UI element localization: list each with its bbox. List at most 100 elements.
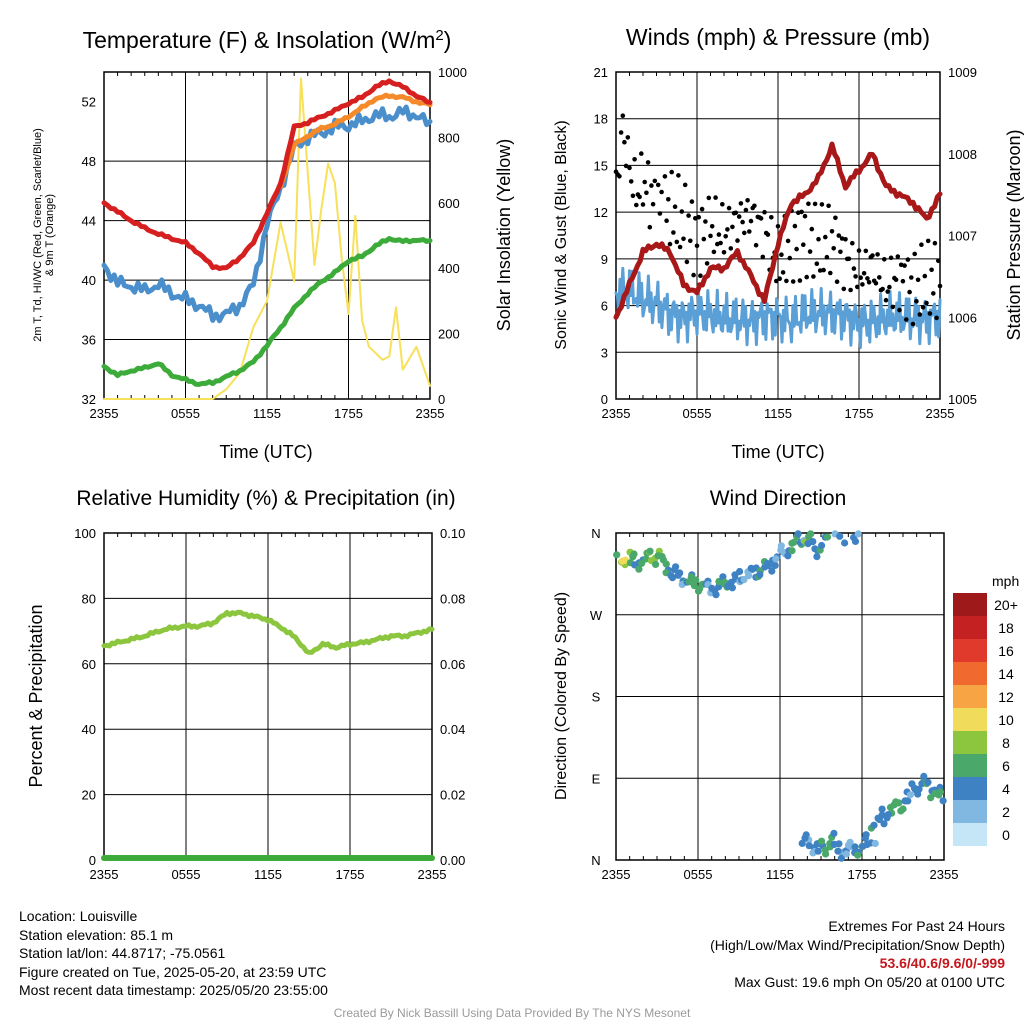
gust-point [883,297,889,303]
direction-point [880,820,888,828]
legend-label: 16 [998,643,1014,659]
gust-point [748,218,754,224]
x-tick-label: 2355 [418,867,447,882]
humidity-left-axis-label: Percent & Precipitation [26,604,46,787]
direction-point [842,850,851,858]
direction-point [823,533,832,541]
wind-direction-left-axis-label: Direction (Colored By Speed) [553,592,570,800]
gust-point [870,253,875,258]
legend-label: 14 [998,666,1014,682]
y-right-tick-label: 1009 [948,65,977,80]
extremes-fields: (High/Low/Max Wind/Precipitation/Snow De… [710,936,1005,953]
y-right-tick-label: 200 [438,327,460,342]
gust-point [826,203,831,209]
legend-label: 12 [998,689,1014,705]
y-right-tick-label: 1000 [438,65,467,80]
gust-point [720,202,725,207]
direction-point [807,530,815,538]
direction-point [915,785,923,793]
gust-point [625,135,631,140]
temperature-panel-title: Temperature (F) & Insolation (W/m2) [83,27,452,53]
y-right-tick-label: 0.08 [440,591,465,606]
gust-point [747,229,752,234]
direction-point [777,542,785,550]
gust-point [733,210,739,216]
y-right-tick-label: 1008 [948,147,977,162]
legend-swatch [953,685,987,708]
y-tick-label: 32 [82,392,96,407]
gust-point [623,163,629,169]
gust-point [642,179,647,185]
gust-point [843,237,848,242]
gust-point [753,242,759,248]
gust-point [937,283,943,289]
direction-point [772,555,780,563]
gust-point [713,195,718,200]
direction-point [901,797,909,805]
direction-point [652,560,660,569]
series-temp_9m [278,92,433,189]
gust-point [790,279,796,284]
legend-label: 8 [1002,735,1010,751]
figure-created: Figure created on Tue, 2025-05-20, at 23… [19,963,327,980]
gust-point [780,270,786,275]
y-tick-label: W [590,608,603,623]
direction-point [756,571,764,579]
direction-point [834,847,842,855]
gust-point [912,251,917,257]
gust-point [689,199,695,204]
gust-point [674,239,680,245]
gust-point [709,224,715,229]
direction-point [835,840,843,848]
gust-point [910,321,916,327]
legend-label: 4 [1002,781,1010,797]
y-right-tick-label: 800 [438,130,460,145]
gust-point [758,216,764,221]
direction-point [692,576,700,584]
y-tick-label: 80 [82,591,96,606]
direction-point [768,567,776,575]
gust-point [936,258,941,264]
gust-point [929,267,934,273]
direction-point [854,851,862,859]
gust-point [824,254,830,260]
gust-point [620,113,626,118]
legend-swatch [953,777,987,800]
y-right-tick-label: 1006 [948,310,977,325]
winds-panel-title: Winds (mph) & Pressure (mb) [626,24,930,50]
legend-label: 2 [1002,804,1010,820]
y-tick-label: 48 [82,154,96,169]
y-tick-label: 100 [74,526,96,541]
x-tick-label: 0555 [171,406,200,421]
gust-point [836,233,842,238]
gust-point [708,233,713,239]
gust-point [775,224,781,229]
direction-point [728,584,737,592]
gust-point [807,249,813,254]
gust-point [812,201,818,207]
direction-point [814,847,822,855]
direction-point [920,772,928,781]
gust-point [682,182,688,188]
direction-point [846,838,854,846]
gust-point [760,254,766,260]
winds-left-axis-label: Sonic Wind & Gust (Blue, Black) [553,120,570,349]
y-tick-label: S [592,690,601,705]
gust-point [804,274,809,280]
gust-point [907,289,912,295]
gust-point [817,268,823,273]
direction-point [836,532,844,540]
gust-point [831,246,836,251]
gust-point [617,174,622,179]
temperature-left-axis-label: 2m T, Td, HI/WC (Red, Green, Scarlet/Blu… [32,128,56,342]
gust-point [738,201,744,206]
gust-point [811,274,816,279]
gust-point [645,160,651,165]
legend-swatch [953,708,987,731]
gust-point [927,311,933,316]
gust-point [630,193,636,199]
direction-point [719,573,727,581]
gust-point [640,202,646,207]
gust-point [657,211,663,216]
gust-point [644,190,649,196]
